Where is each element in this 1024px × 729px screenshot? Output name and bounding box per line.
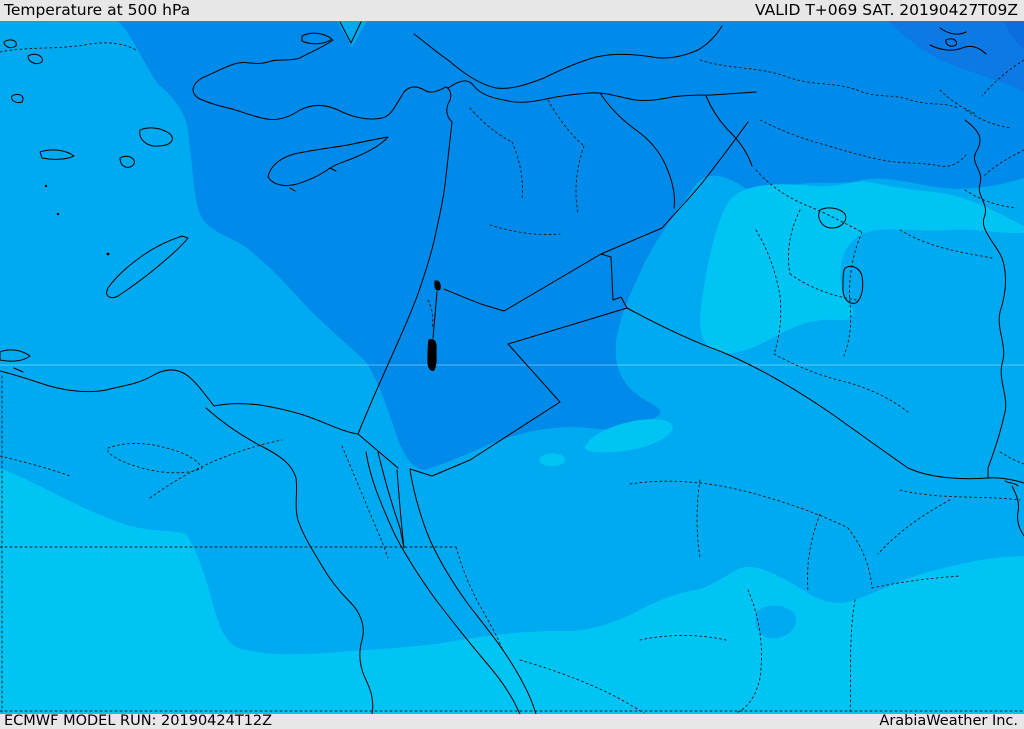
coastline-persian-gulf bbox=[1004, 480, 1024, 537]
admin-turkey-caucasus bbox=[699, 59, 959, 109]
island-chios bbox=[119, 155, 135, 168]
valid-time-label: VALID T+069 SAT. 20190427T09Z bbox=[755, 0, 1018, 19]
admin-iran-inner bbox=[939, 59, 1024, 209]
island-dot-3 bbox=[106, 252, 110, 256]
weather-map bbox=[0, 21, 1024, 714]
band-coldest-corner bbox=[1004, 21, 1024, 50]
admin-syria-inner bbox=[469, 99, 585, 235]
river-tigris bbox=[705, 95, 753, 167]
footer-bar: ECMWF MODEL RUN: 20190424T12Z ArabiaWeat… bbox=[0, 714, 1024, 729]
admin-borders bbox=[0, 42, 1024, 714]
river-jordan bbox=[432, 291, 438, 339]
admin-turkey-iraq-iran bbox=[759, 119, 967, 167]
admin-qattara bbox=[107, 443, 203, 474]
border-iran-iraq bbox=[964, 119, 1007, 479]
map-canvas bbox=[0, 21, 1024, 714]
island-north-1 bbox=[27, 53, 43, 65]
sea-of-galilee bbox=[434, 280, 441, 291]
coastlines-and-borders bbox=[0, 21, 1024, 714]
page-title: Temperature at 500 hPa bbox=[4, 0, 191, 19]
river-nile bbox=[205, 407, 374, 714]
dead-sea bbox=[427, 339, 437, 371]
coastline-marmara bbox=[301, 21, 362, 45]
band-light-blob-1 bbox=[584, 419, 673, 453]
coastline-cyprus bbox=[267, 136, 389, 187]
island-thin bbox=[39, 149, 75, 160]
border-jordan-north bbox=[443, 253, 628, 312]
island-dot-2 bbox=[56, 212, 60, 216]
island-lesbos bbox=[139, 127, 173, 147]
border-syria-iraq bbox=[600, 121, 749, 255]
temperature-bands bbox=[0, 21, 1024, 714]
band-cold-region bbox=[888, 21, 1024, 92]
lake-sevan bbox=[945, 38, 957, 47]
island-crete-edge bbox=[0, 349, 31, 373]
border-israel-egypt bbox=[357, 433, 399, 469]
admin-west-bank bbox=[427, 299, 434, 329]
band-medium-hole bbox=[755, 605, 796, 639]
island-north-3 bbox=[11, 93, 24, 103]
lake-urmia bbox=[842, 265, 864, 304]
admin-iraq-inner bbox=[755, 169, 993, 413]
coastline-anatolia-levant-egypt bbox=[0, 39, 453, 435]
coastline-gulf-suez-west bbox=[365, 451, 521, 714]
cyprus-detail-marks bbox=[289, 167, 337, 192]
lake-van bbox=[818, 207, 847, 229]
admin-saudi-inner bbox=[519, 479, 1021, 714]
island-north-2 bbox=[3, 39, 17, 49]
admin-kuwait bbox=[877, 451, 1024, 555]
admin-sinai bbox=[341, 445, 389, 559]
lakes bbox=[427, 207, 864, 371]
island-dot-1 bbox=[44, 184, 48, 188]
band-dark-region bbox=[118, 21, 1024, 470]
band-light-south bbox=[0, 468, 1024, 714]
coastline-black-sea bbox=[413, 25, 723, 89]
credit-label: ArabiaWeather Inc. bbox=[879, 713, 1018, 729]
border-jordan-saudi bbox=[409, 307, 628, 477]
model-run-label: ECMWF MODEL RUN: 20190424T12Z bbox=[4, 713, 273, 729]
admin-balkans bbox=[0, 42, 137, 53]
coastline-aqaba-east-redsea bbox=[409, 469, 537, 714]
border-turkey-syria bbox=[447, 80, 757, 103]
band-light-blob-2 bbox=[539, 453, 566, 467]
river-euphrates bbox=[599, 92, 675, 209]
coastline-caucasus bbox=[929, 27, 987, 55]
island-rhodes bbox=[106, 235, 189, 299]
coastline-sinai bbox=[377, 451, 405, 549]
header-bar: Temperature at 500 hPa VALID T+069 SAT. … bbox=[0, 0, 1024, 21]
